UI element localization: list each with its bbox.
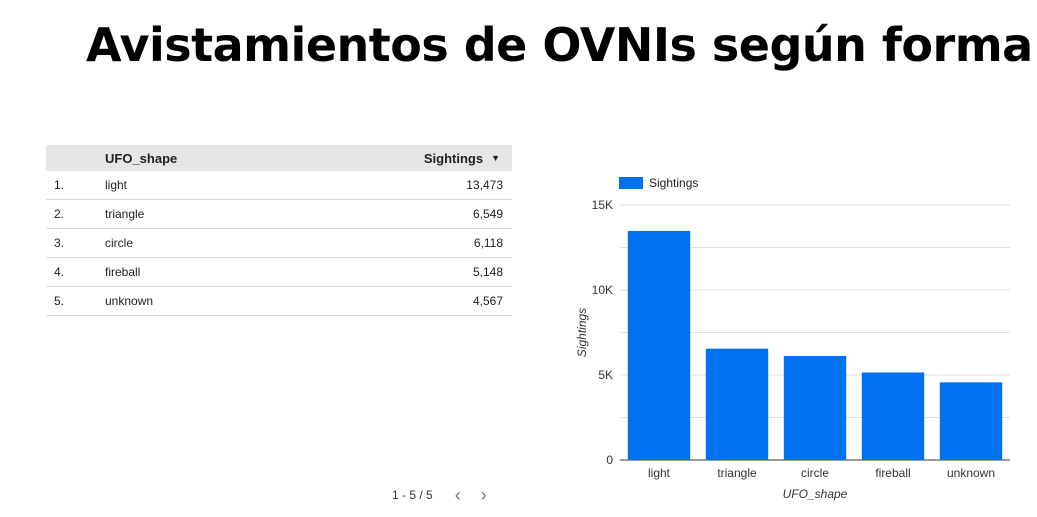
row-index: 3. xyxy=(54,236,65,250)
row-index: 1. xyxy=(54,178,65,192)
column-header-sightings[interactable]: Sightings ▼ xyxy=(424,151,512,166)
pagination-label: 1 - 5 / 5 xyxy=(392,488,433,502)
data-table: UFO_shape Sightings ▼ 1. light 13,473 2. tri… xyxy=(46,145,512,316)
bar-fireball xyxy=(861,372,925,460)
row-shape: unknown xyxy=(105,294,154,308)
x-tick-label: unknown xyxy=(947,466,995,480)
row-shape: fireball xyxy=(105,265,141,279)
table-row[interactable]: 1. light 13,473 xyxy=(46,171,512,200)
y-tick-label: 10K xyxy=(592,283,613,297)
table-row[interactable]: 3. circle 6,118 xyxy=(46,229,512,258)
row-shape: circle xyxy=(105,236,134,250)
row-index: 4. xyxy=(54,265,65,279)
column-header-sightings-label: Sightings xyxy=(423,150,484,166)
bar-triangle xyxy=(705,348,769,460)
row-shape: triangle xyxy=(105,207,145,221)
bar-light xyxy=(627,230,691,460)
y-tick-label: 15K xyxy=(592,198,613,212)
row-value: 4,567 xyxy=(472,294,503,308)
page-title: Avistamientos de OVNIs según forma xyxy=(86,18,1033,72)
bar-unknown xyxy=(939,382,1003,460)
bar-circle xyxy=(783,355,847,460)
table-header: UFO_shape Sightings ▼ xyxy=(46,145,512,171)
row-index: 2. xyxy=(54,207,65,221)
column-header-ufo-shape[interactable]: UFO_shape xyxy=(105,150,178,166)
table-row[interactable]: 4. fireball 5,148 xyxy=(46,258,512,287)
table-row[interactable]: 5. unknown 4,567 xyxy=(46,287,512,316)
legend-label: Sightings xyxy=(649,176,699,190)
bar-chart: 0 5K 10K 15K light triangle circle fireball unkn… xyxy=(575,198,1010,501)
row-shape: light xyxy=(105,178,128,192)
chevron-right-icon[interactable]: › xyxy=(480,485,487,505)
x-axis-title: UFO_shape xyxy=(783,487,848,501)
y-axis-title: Sightings xyxy=(575,308,589,357)
sort-descending-icon[interactable]: ▼ xyxy=(491,153,500,163)
x-tick-label: circle xyxy=(801,466,829,480)
chevron-left-icon[interactable]: ‹ xyxy=(454,485,461,505)
x-tick-label: triangle xyxy=(717,466,757,480)
chart-legend: Sightings xyxy=(619,176,698,190)
y-tick-label: 0 xyxy=(606,453,613,467)
row-index: 5. xyxy=(54,294,65,308)
pagination: 1 - 5 / 5 ‹ › xyxy=(392,485,487,505)
row-value: 6,118 xyxy=(473,236,503,250)
legend-swatch xyxy=(619,177,643,189)
table-row[interactable]: 2. triangle 6,549 xyxy=(46,200,512,229)
x-tick-label: light xyxy=(648,466,671,480)
row-value: 5,148 xyxy=(472,265,503,279)
row-value: 6,549 xyxy=(472,207,503,221)
x-tick-label: fireball xyxy=(875,466,910,480)
row-value: 13,473 xyxy=(466,178,503,192)
y-tick-label: 5K xyxy=(598,368,613,382)
